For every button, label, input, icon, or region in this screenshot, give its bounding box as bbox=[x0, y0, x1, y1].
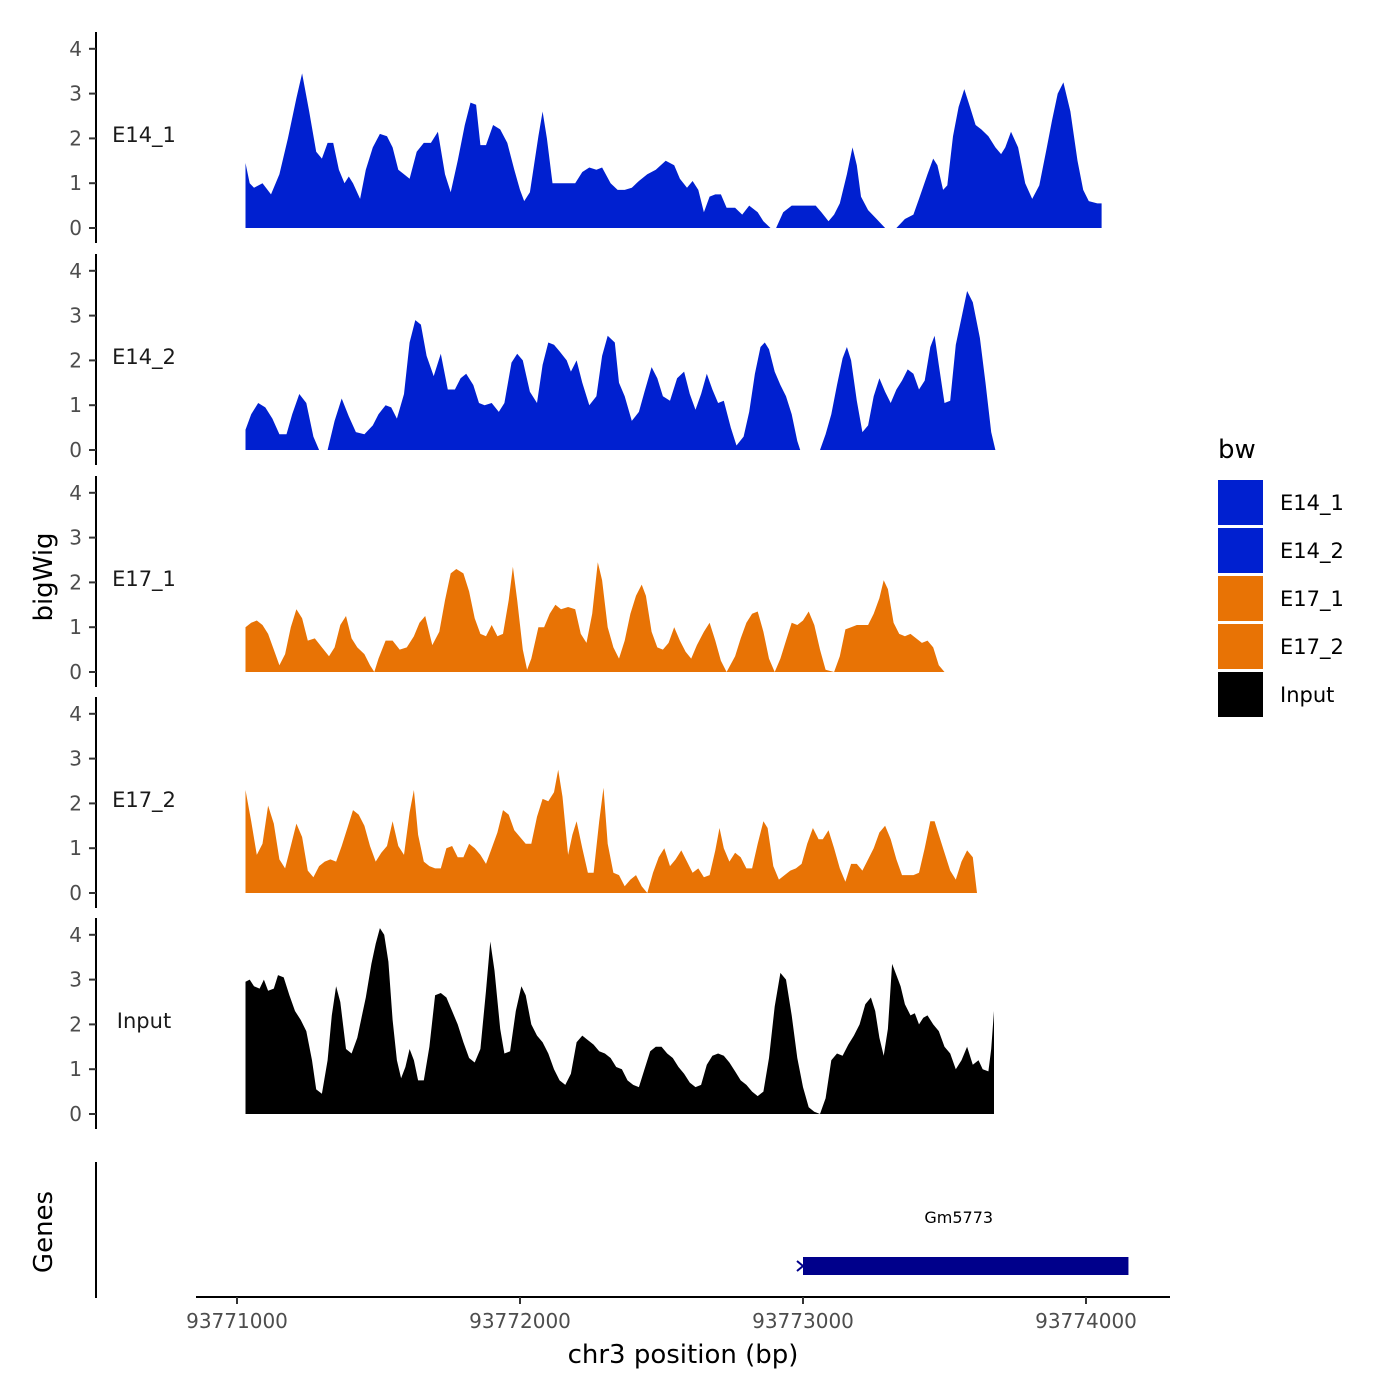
x-tick-label-93774000: 93774000 bbox=[1035, 1309, 1137, 1333]
panel-label-E17_2: E17_2 bbox=[112, 788, 176, 813]
y-tick-label-E14_2-1: 1 bbox=[69, 393, 82, 417]
y-tick-label-E17_1-1: 1 bbox=[69, 615, 82, 639]
y-tick-label-E17_1-2: 2 bbox=[69, 570, 82, 594]
area-series-E14_2 bbox=[245, 291, 996, 450]
y-tick-label-E17_2-0: 0 bbox=[69, 881, 82, 905]
legend-label-Input: Input bbox=[1280, 683, 1334, 707]
legend-swatch-E17_2 bbox=[1218, 624, 1263, 669]
x-axis-title: chr3 position (bp) bbox=[568, 1340, 799, 1370]
legend-label-E14_2: E14_2 bbox=[1280, 539, 1344, 564]
y-tick-label-E14_1-1: 1 bbox=[69, 171, 82, 195]
legend-swatch-E14_1 bbox=[1218, 480, 1263, 525]
gene-track-label: Genes bbox=[29, 1191, 59, 1273]
panel-label-E14_2: E14_2 bbox=[112, 345, 176, 370]
gene-strand-marker-Gm5773 bbox=[796, 1260, 805, 1272]
gene-body-Gm5773 bbox=[803, 1257, 1129, 1275]
gene-label-Gm5773: Gm5773 bbox=[924, 1208, 993, 1227]
legend-items: E14_1 E14_2 E17_1 E17_2 Input bbox=[1218, 480, 1344, 717]
gene-features: Gm5773 bbox=[796, 1208, 1129, 1275]
legend-swatch-Input bbox=[1218, 672, 1263, 717]
x-tick-label-93772000: 93772000 bbox=[469, 1309, 571, 1333]
x-axis: 93771000 93772000 93773000 93774000 chr3 po… bbox=[186, 1296, 1170, 1370]
y-tick-label-Input-2: 2 bbox=[69, 1012, 82, 1036]
legend-label-E17_2: E17_2 bbox=[1280, 635, 1344, 660]
panel-E17_2: 0 1 2 3 4 E17_2 bbox=[69, 697, 977, 908]
legend-swatch-E17_1 bbox=[1218, 576, 1263, 621]
x-tick-label-93773000: 93773000 bbox=[752, 1309, 854, 1333]
y-tick-label-E14_1-3: 3 bbox=[69, 82, 82, 106]
y-tick-label-E14_1-2: 2 bbox=[69, 126, 82, 150]
legend: bw E14_1 E14_2 E17_1 E17_2 Input bbox=[1218, 435, 1344, 717]
y-tick-label-E14_1-0: 0 bbox=[69, 216, 82, 240]
y-axis-title: bigWig bbox=[29, 532, 59, 621]
x-tick-label-93771000: 93771000 bbox=[186, 1309, 288, 1333]
panel-Input: 0 1 2 3 4 Input bbox=[69, 918, 994, 1129]
panel-E14_1: 0 1 2 3 4 E14_1 bbox=[69, 32, 1102, 243]
y-tick-label-Input-4: 4 bbox=[69, 923, 82, 947]
y-tick-label-E17_2-3: 3 bbox=[69, 747, 82, 771]
y-tick-label-E17_1-0: 0 bbox=[69, 660, 82, 684]
panel-label-Input: Input bbox=[117, 1009, 171, 1033]
legend-swatch-E14_2 bbox=[1218, 528, 1263, 573]
y-tick-label-E17_1-4: 4 bbox=[69, 481, 82, 505]
x-ticks: 93771000 93772000 93773000 93774000 bbox=[186, 1297, 1137, 1333]
panel-E17_1: 0 1 2 3 4 E17_1 bbox=[69, 476, 945, 687]
area-series-E14_1 bbox=[245, 73, 1102, 229]
y-tick-label-E14_2-2: 2 bbox=[69, 348, 82, 372]
legend-label-E14_1: E14_1 bbox=[1280, 491, 1344, 516]
y-tick-label-E14_2-4: 4 bbox=[69, 259, 82, 283]
gene-track: Genes Gm5773 bbox=[29, 1162, 1129, 1298]
y-tick-label-E17_2-2: 2 bbox=[69, 791, 82, 815]
y-tick-label-Input-0: 0 bbox=[69, 1102, 82, 1126]
track-panels: 0 1 2 3 4 E14_1 0 1 2 3 4 E14_2 0 1 2 3 4 E17_1 0 1 2 3 4 E17_2… bbox=[69, 32, 1102, 1129]
y-tick-label-E17_2-1: 1 bbox=[69, 836, 82, 860]
panel-label-E14_1: E14_1 bbox=[112, 123, 176, 148]
legend-label-E17_1: E17_1 bbox=[1280, 587, 1344, 612]
area-series-E17_2 bbox=[245, 769, 977, 893]
area-series-E17_1 bbox=[245, 562, 945, 672]
legend-title: bw bbox=[1218, 435, 1256, 465]
panel-label-E17_1: E17_1 bbox=[112, 567, 176, 592]
y-tick-label-E14_1-4: 4 bbox=[69, 37, 82, 61]
y-tick-label-E17_2-4: 4 bbox=[69, 702, 82, 726]
y-tick-label-Input-1: 1 bbox=[69, 1057, 82, 1081]
y-tick-label-E14_2-3: 3 bbox=[69, 304, 82, 328]
y-tick-label-E17_1-3: 3 bbox=[69, 526, 82, 550]
panel-E14_2: 0 1 2 3 4 E14_2 bbox=[69, 254, 996, 465]
area-series-Input bbox=[245, 928, 994, 1114]
y-tick-label-Input-3: 3 bbox=[69, 968, 82, 992]
y-tick-label-E14_2-0: 0 bbox=[69, 438, 82, 462]
